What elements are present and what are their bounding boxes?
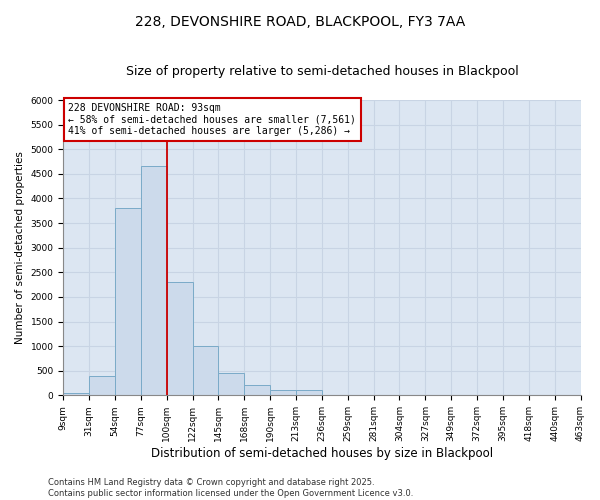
Bar <box>167 282 193 396</box>
Bar <box>218 373 244 396</box>
Text: Contains HM Land Registry data © Crown copyright and database right 2025.
Contai: Contains HM Land Registry data © Crown c… <box>48 478 413 498</box>
Bar <box>270 390 296 396</box>
Y-axis label: Number of semi-detached properties: Number of semi-detached properties <box>15 151 25 344</box>
Bar <box>115 208 141 396</box>
Bar <box>296 390 322 396</box>
Bar <box>193 346 218 396</box>
Title: Size of property relative to semi-detached houses in Blackpool: Size of property relative to semi-detach… <box>125 65 518 78</box>
Bar <box>141 166 167 396</box>
Bar <box>63 393 89 396</box>
X-axis label: Distribution of semi-detached houses by size in Blackpool: Distribution of semi-detached houses by … <box>151 447 493 460</box>
Bar <box>89 376 115 396</box>
Text: 228 DEVONSHIRE ROAD: 93sqm
← 58% of semi-detached houses are smaller (7,561)
41%: 228 DEVONSHIRE ROAD: 93sqm ← 58% of semi… <box>68 103 356 136</box>
Text: 228, DEVONSHIRE ROAD, BLACKPOOL, FY3 7AA: 228, DEVONSHIRE ROAD, BLACKPOOL, FY3 7AA <box>135 15 465 29</box>
Bar <box>244 384 270 396</box>
